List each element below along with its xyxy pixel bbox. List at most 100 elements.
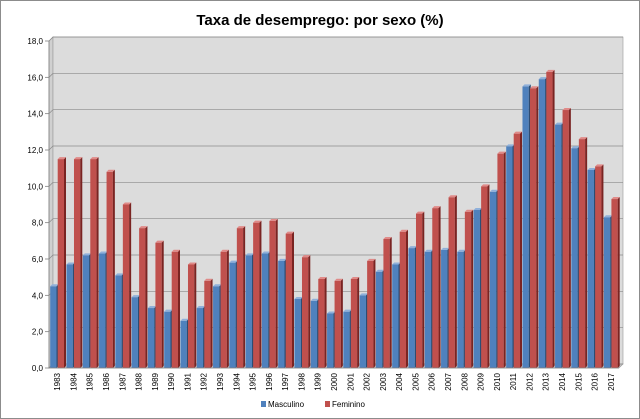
y-tick-label: 6,0 xyxy=(32,255,44,264)
bar-masculino-2011 xyxy=(506,144,515,368)
x-tick-label: 1995 xyxy=(249,372,258,390)
bar-masculino-2013 xyxy=(538,77,548,369)
legend-label-masculino: Masculino xyxy=(268,400,305,409)
bar-feminino-2004 xyxy=(399,229,408,368)
bar-face xyxy=(571,148,578,368)
y-tick-label: 10,0 xyxy=(27,182,43,191)
bar-masculino-1991 xyxy=(180,318,189,368)
bar-top xyxy=(139,226,148,229)
bar-face xyxy=(343,311,350,368)
bar-top xyxy=(334,278,343,281)
bar-face xyxy=(441,249,448,368)
bar-side xyxy=(64,157,66,368)
bar-side xyxy=(178,249,180,368)
bar-side xyxy=(373,258,376,368)
bar-masculino-2008 xyxy=(457,249,466,368)
bar-top xyxy=(131,295,140,298)
x-tick-label: 1992 xyxy=(200,372,209,390)
y-axis: 0,0 2,0 4,0 6,0 8,0 10,0 12,0 14,0 16,0 18,0 xyxy=(27,37,50,373)
x-axis: 1983 1984 1985 1986 1987 1988 1989 1990 1991 1992… xyxy=(49,367,619,391)
bar-feminino-1985 xyxy=(90,157,99,368)
bar-top xyxy=(464,209,474,212)
bar-top xyxy=(285,231,294,234)
bar-feminino-1995 xyxy=(253,220,262,368)
bar-top xyxy=(595,164,604,167)
gridline xyxy=(48,36,623,42)
bar-top xyxy=(513,131,522,134)
bar-side xyxy=(194,262,197,368)
bar-top xyxy=(204,278,213,281)
bar-masculino-2000 xyxy=(327,311,336,368)
bar-face xyxy=(375,271,383,368)
bar-face xyxy=(310,300,318,368)
bar-top xyxy=(367,258,376,261)
bar-face xyxy=(489,191,497,368)
bar-feminino-1990 xyxy=(171,249,180,368)
bar-face xyxy=(424,251,432,368)
bar-face xyxy=(327,313,334,368)
bar-face xyxy=(562,110,569,369)
bar-face xyxy=(611,199,618,368)
bar-top xyxy=(82,253,92,256)
bar-feminino-2002 xyxy=(367,258,376,368)
bar-side xyxy=(308,255,311,368)
bar-top xyxy=(196,306,206,309)
bar-side xyxy=(422,211,425,368)
bar-side xyxy=(340,278,343,368)
bar-side xyxy=(161,240,164,368)
bar-top xyxy=(506,144,515,147)
x-tick-label: 1988 xyxy=(135,372,144,390)
bar-side xyxy=(129,202,132,368)
bar-masculino-2002 xyxy=(359,293,368,368)
bar-top xyxy=(562,108,571,111)
bar-top xyxy=(122,202,132,205)
bar-feminino-1996 xyxy=(269,218,278,368)
bar-masculino-2005 xyxy=(408,246,417,368)
x-tick-label: 2004 xyxy=(395,372,404,390)
bar-face xyxy=(294,298,301,368)
bar-masculino-1990 xyxy=(164,309,173,368)
bar-face xyxy=(367,260,374,368)
bar-masculino-1985 xyxy=(82,253,92,368)
x-tick-label: 2007 xyxy=(444,372,453,390)
bar-face xyxy=(457,251,464,368)
bar-top xyxy=(538,77,548,80)
bar-face xyxy=(408,248,415,368)
bar-side xyxy=(292,231,294,368)
bar-side xyxy=(226,249,229,368)
bar-top xyxy=(489,189,499,192)
bar-top xyxy=(73,157,83,160)
bar-face xyxy=(587,169,594,368)
bar-top xyxy=(555,122,564,125)
bar-top xyxy=(375,269,385,272)
x-tick-label: 2008 xyxy=(460,372,469,390)
x-tick-label: 1994 xyxy=(232,372,241,390)
bar-face xyxy=(538,79,546,369)
bar-face xyxy=(253,222,260,368)
bar-top xyxy=(236,226,246,229)
bar-side xyxy=(259,220,262,368)
bar-top xyxy=(253,220,262,223)
bar-masculino-1988 xyxy=(131,295,140,368)
x-tick-label: 2013 xyxy=(542,372,551,390)
bar-face xyxy=(481,186,488,368)
bar-masculino-2015 xyxy=(571,146,580,368)
y-tick-label: 12,0 xyxy=(27,146,43,155)
x-tick-label: 1984 xyxy=(69,372,78,390)
legend-swatch-feminino xyxy=(325,401,330,407)
bar-feminino-1983 xyxy=(57,157,66,368)
bar-face xyxy=(301,257,309,368)
bar-side xyxy=(552,69,555,368)
bar-face xyxy=(66,264,73,368)
bar-side xyxy=(210,278,213,368)
bar-feminino-2011 xyxy=(513,131,522,368)
bar-top xyxy=(578,137,588,140)
bar-feminino-1998 xyxy=(301,255,311,368)
bar-masculino-2007 xyxy=(441,247,450,368)
bar-face xyxy=(147,308,155,368)
bar-feminino-1992 xyxy=(204,278,213,368)
bar-top xyxy=(383,237,392,240)
x-tick-label: 2006 xyxy=(428,372,437,390)
bar-masculino-2003 xyxy=(375,269,385,368)
bar-face xyxy=(115,275,122,368)
